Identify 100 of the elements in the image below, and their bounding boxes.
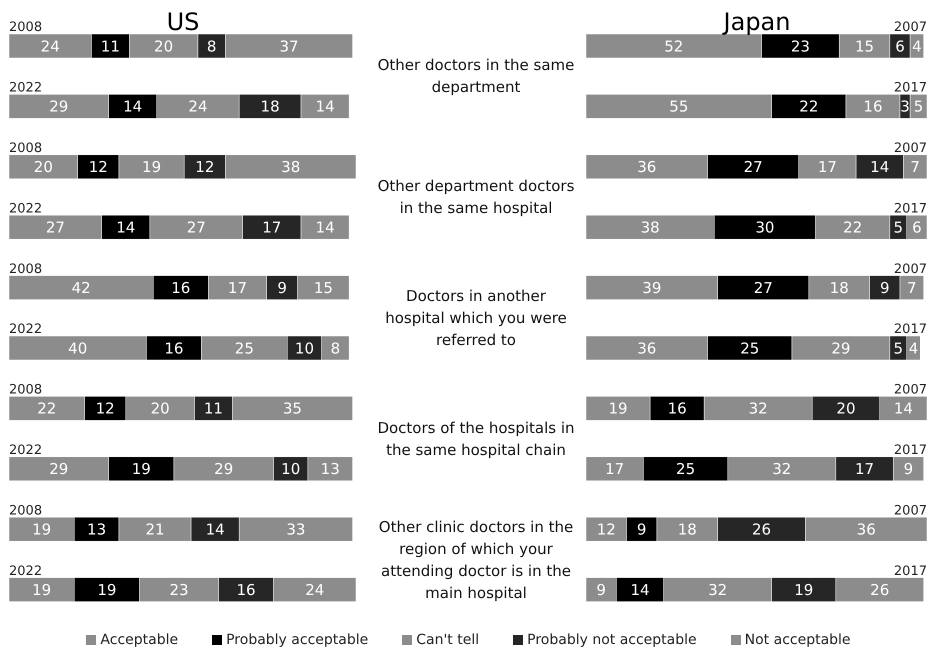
data-label: 24 [305, 580, 324, 599]
data-label: 8 [206, 37, 216, 56]
data-label: 14 [894, 400, 913, 418]
data-label: 20 [154, 37, 174, 56]
data-label: 9 [277, 278, 287, 297]
data-label: 19 [32, 580, 52, 599]
data-label: 32 [772, 460, 792, 478]
data-label: 25 [676, 460, 696, 478]
text: Other doctors in the same department [376, 55, 576, 98]
data-label: 14 [316, 98, 335, 116]
data-label: 36 [856, 520, 876, 539]
text: Doctors of the hospitals in the same hospital chain [376, 418, 576, 461]
data-label: 37 [279, 37, 299, 56]
data-label: 30 [755, 218, 774, 237]
data-label: 14 [123, 98, 142, 116]
data-label: 6 [895, 37, 905, 56]
data-label: 17 [605, 460, 624, 478]
data-label: 25 [234, 339, 254, 358]
data-label: 33 [286, 520, 306, 539]
text: Japan [724, 8, 790, 36]
data-label: 22 [37, 400, 56, 418]
data-label: 11 [204, 400, 223, 418]
legend-label: Probably not acceptable [526, 632, 697, 648]
data-label: 17 [262, 218, 282, 237]
y-tick-label: 2022 [9, 322, 42, 338]
data-label: 22 [843, 218, 862, 237]
data-label: 9 [904, 460, 914, 478]
data-label: 32 [748, 400, 768, 418]
legend-label: Can't tell [415, 632, 480, 648]
legend-label: Not acceptable [744, 632, 851, 648]
data-label: 15 [314, 278, 333, 297]
data-label: 13 [87, 520, 106, 539]
data-label: 18 [260, 98, 280, 116]
data-label: 29 [831, 339, 850, 358]
y-tick-label: 2008 [9, 262, 42, 277]
data-label: 25 [740, 339, 760, 358]
y-tick-label: 2007 [894, 503, 927, 518]
y-tick-label: 2022 [9, 201, 42, 216]
data-label: 23 [790, 37, 810, 56]
text: US [166, 8, 200, 36]
y-tick-label: 2008 [9, 20, 42, 36]
data-label: 7 [910, 158, 920, 176]
y-tick-label: 2022 [9, 443, 42, 458]
data-label: 12 [596, 520, 616, 539]
data-label: 5 [894, 339, 904, 358]
y-tick-label: 2017 [894, 80, 927, 96]
data-label: 20 [34, 158, 53, 176]
data-label: 26 [870, 580, 890, 599]
data-label: 26 [752, 520, 772, 539]
y-tick-label: 2007 [894, 262, 927, 277]
data-label: 19 [32, 520, 52, 539]
data-label: 35 [282, 400, 302, 418]
data-label: 14 [116, 218, 136, 237]
data-label: 19 [142, 158, 162, 176]
data-label: 29 [49, 460, 68, 478]
data-label: 16 [171, 278, 190, 297]
data-label: 19 [794, 580, 814, 599]
data-label: 39 [642, 278, 662, 297]
y-tick-label: 2008 [9, 141, 42, 156]
data-label: 24 [40, 37, 60, 56]
data-label: 10 [281, 460, 300, 478]
data-label: 20 [836, 400, 856, 418]
data-label: 23 [170, 580, 189, 599]
y-tick-label: 2007 [894, 20, 927, 36]
legend-label: Acceptable [99, 632, 178, 648]
data-label: 17 [854, 460, 874, 478]
data-label: 15 [854, 37, 874, 56]
y-tick-label: 2017 [894, 564, 927, 579]
data-label: 3 [900, 98, 910, 116]
y-tick-label: 2017 [894, 201, 927, 216]
data-label: 9 [880, 278, 890, 297]
data-label: 27 [754, 278, 773, 297]
data-label: 14 [870, 158, 890, 176]
legend-label: Probably acceptable [225, 632, 368, 648]
data-label: 24 [188, 98, 208, 116]
data-label: 17 [818, 158, 837, 176]
data-label: 4 [912, 37, 922, 56]
data-label: 38 [640, 218, 660, 237]
data-label: 18 [678, 520, 697, 539]
text: Other clinic doctors in the region of which your attending doctor is in the main hospital [378, 516, 574, 604]
data-label: 20 [150, 400, 170, 418]
y-tick-label: 2008 [9, 503, 42, 518]
data-label: 12 [88, 158, 108, 176]
data-label: 42 [72, 278, 91, 297]
data-label: 9 [596, 580, 606, 599]
data-label: 16 [236, 580, 256, 599]
y-tick-label: 2007 [894, 382, 927, 398]
data-label: 8 [330, 339, 340, 358]
y-tick-label: 2022 [9, 564, 42, 579]
y-tick-label: 2017 [894, 443, 927, 458]
data-label: 13 [320, 460, 340, 478]
data-label: 17 [228, 278, 248, 297]
data-label: 27 [186, 218, 206, 237]
data-label: 16 [668, 400, 687, 418]
data-label: 29 [214, 460, 234, 478]
data-label: 11 [100, 37, 120, 56]
data-label: 14 [206, 520, 225, 539]
data-label: 18 [830, 278, 849, 297]
data-label: 52 [664, 37, 684, 56]
data-label: 55 [669, 98, 688, 116]
